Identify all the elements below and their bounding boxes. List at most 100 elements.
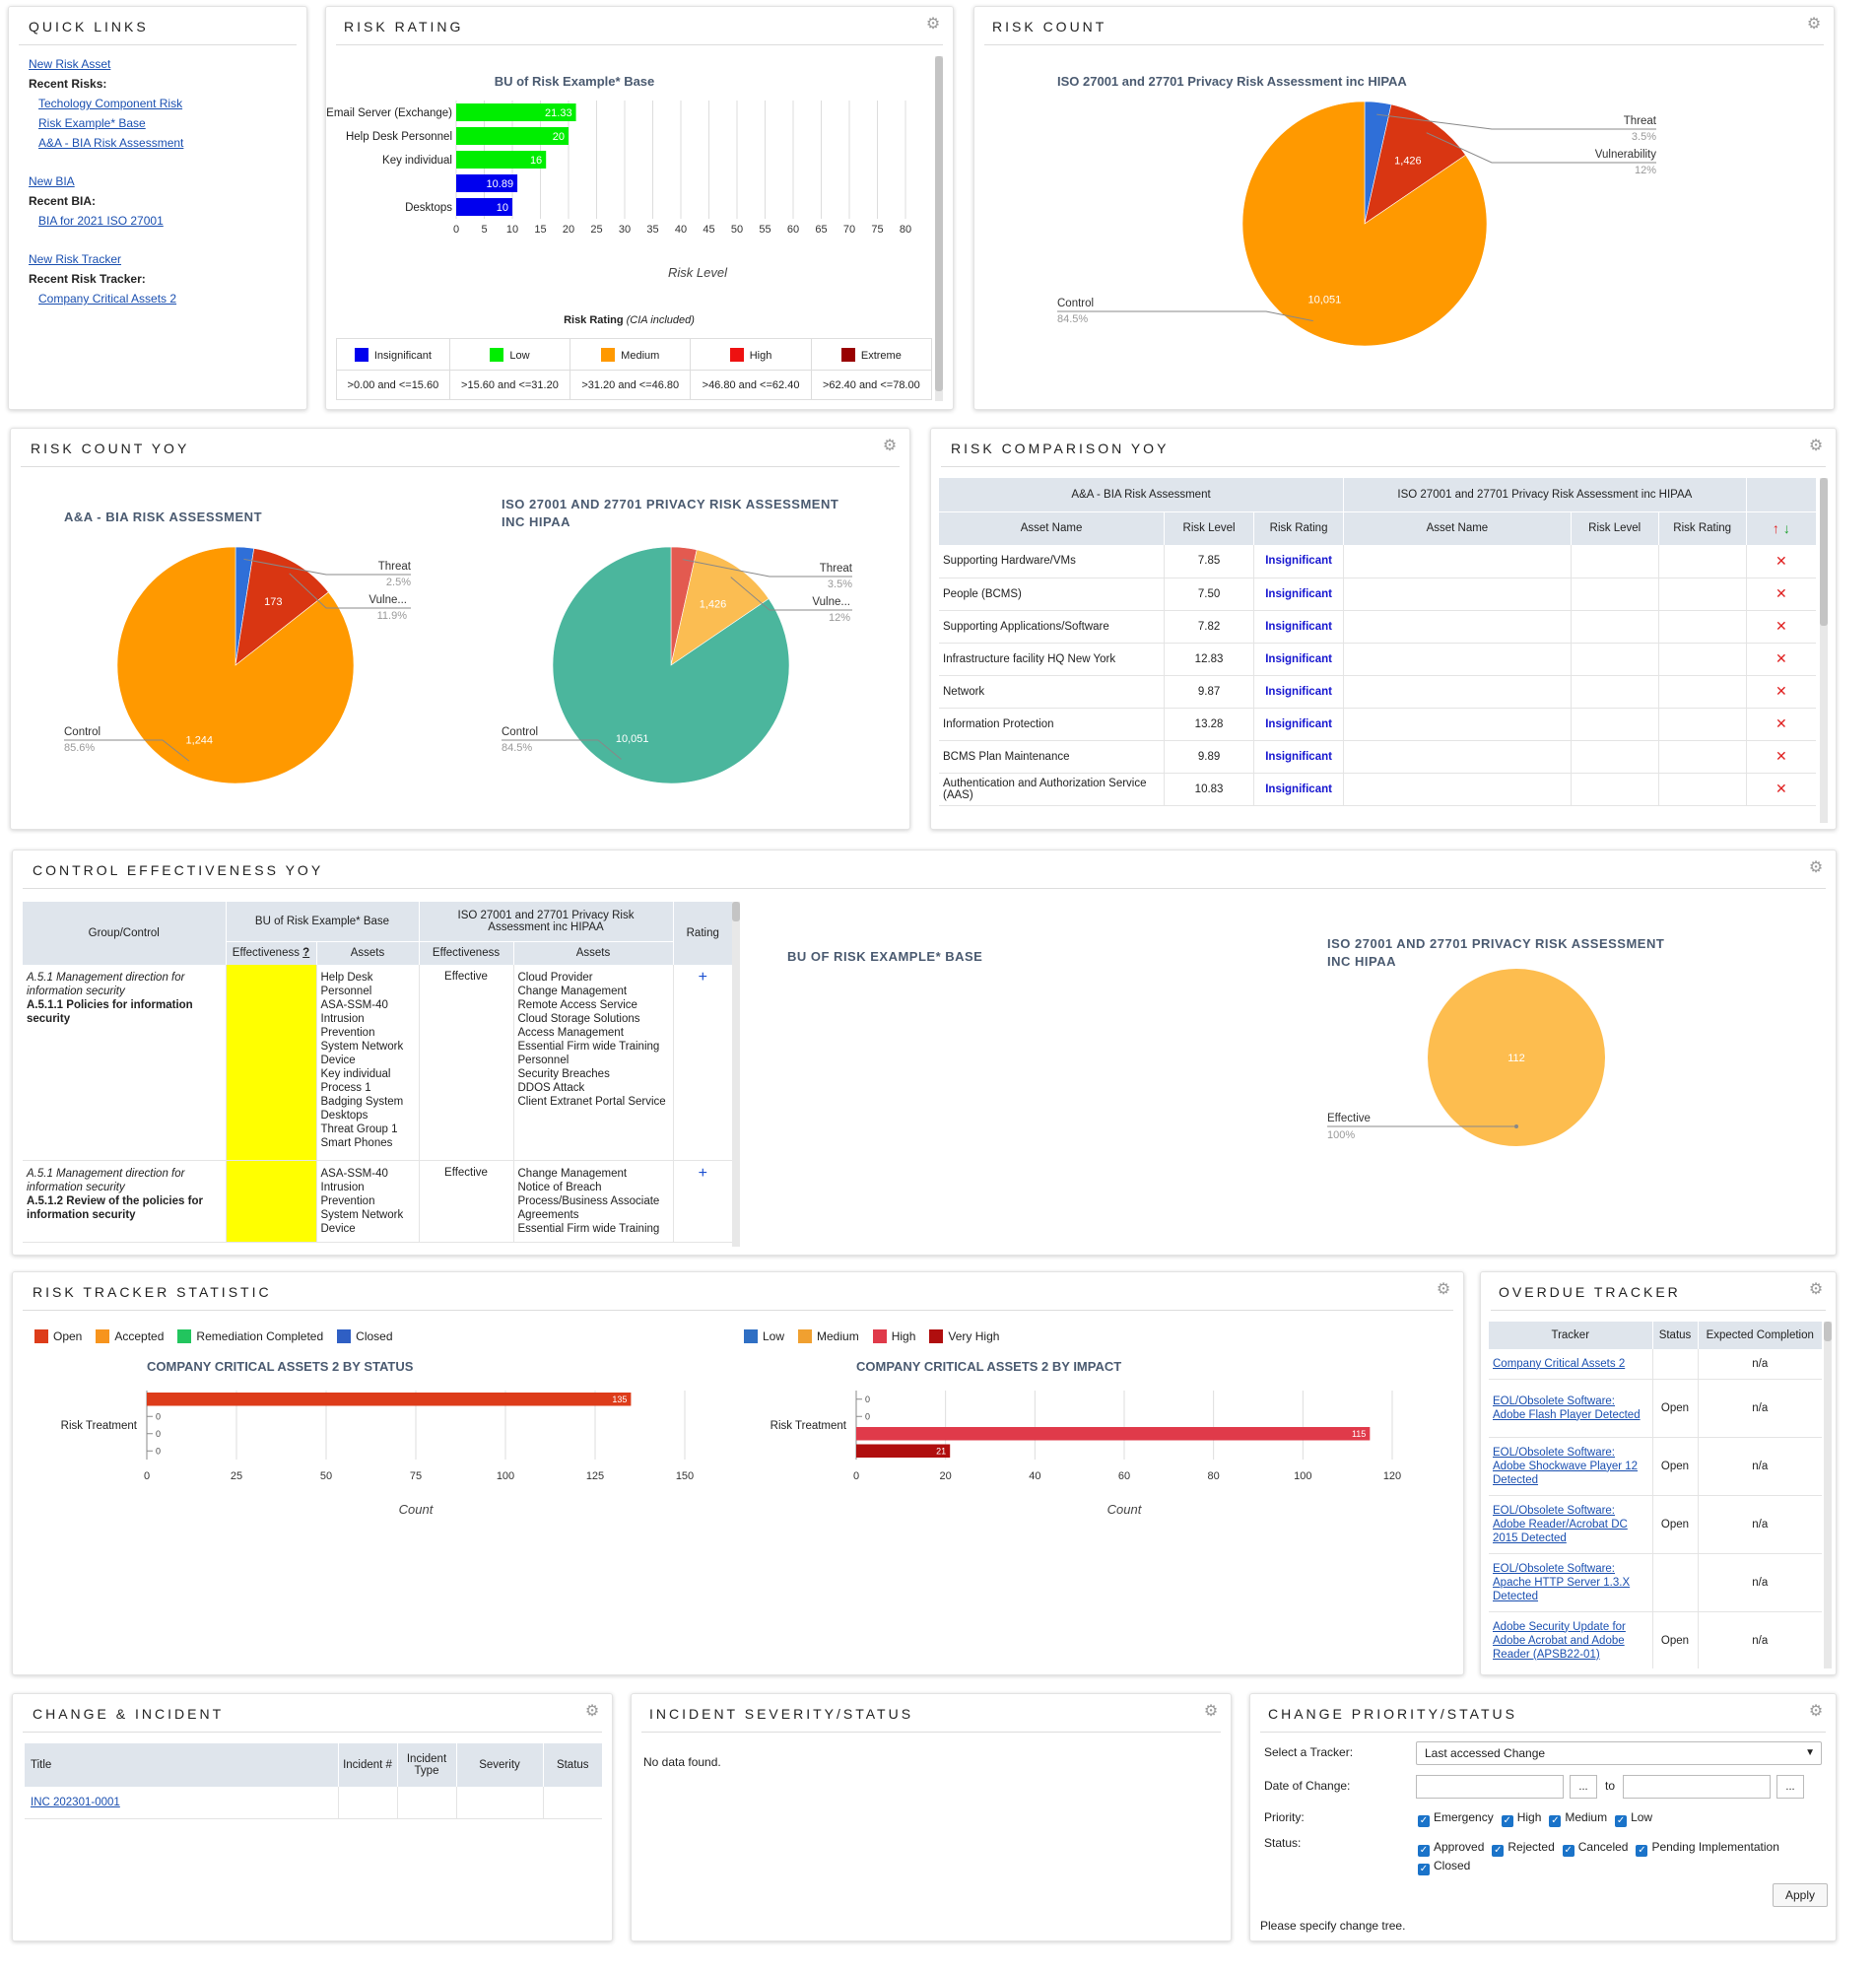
expand-icon[interactable]: + [698,1164,707,1182]
sort-control[interactable]: ↑ ↓ [1746,511,1816,545]
date-to-picker-button[interactable]: ... [1776,1775,1804,1799]
bar[interactable] [856,1444,951,1459]
tracker-link[interactable]: Adobe Security Update for Adobe Acrobat … [1493,1620,1626,1661]
tracker-link[interactable]: EOL/Obsolete Software: Adobe Reader/Acro… [1493,1504,1628,1544]
date-from-input[interactable] [1416,1775,1564,1799]
recent-risk-link[interactable]: Risk Example* Base [38,116,146,130]
checkbox-option[interactable]: ✓ Approved [1418,1838,1484,1857]
pie-slice[interactable] [234,548,329,666]
checkbox-checked[interactable]: ✓ [1418,1845,1430,1857]
gear-icon[interactable]: ⚙ [1203,1703,1219,1720]
category-label: Desktops [405,202,452,214]
pie-slice[interactable] [116,546,355,784]
checkbox-checked[interactable]: ✓ [1492,1845,1505,1857]
tracker-link[interactable]: EOL/Obsolete Software: Apache HTTP Serve… [1493,1562,1631,1602]
checkbox-checked[interactable]: ✓ [1636,1845,1648,1857]
gear-icon[interactable]: ⚙ [1808,859,1824,876]
gear-icon[interactable]: ⚙ [1808,1281,1824,1298]
legend-item[interactable]: High [872,1329,915,1343]
date-from-picker-button[interactable]: ... [1570,1775,1597,1799]
sort-up-icon[interactable]: ↑ [1772,520,1779,537]
new-risk-asset-link[interactable]: New Risk Asset [29,57,111,71]
tracker-select[interactable]: Last accessed Change ▼ [1416,1741,1822,1765]
checkbox-checked[interactable]: ✓ [1418,1815,1430,1827]
bar[interactable] [456,103,576,121]
remove-icon[interactable]: ✕ [1775,585,1787,601]
remove-icon[interactable]: ✕ [1775,781,1787,796]
table-row: Authentication and Authorization Service… [939,773,1816,805]
scrollbar-track[interactable] [1824,1322,1832,1668]
sort-down-icon[interactable]: ↓ [1782,520,1790,537]
pie-slice[interactable] [1241,101,1488,347]
pie-slice[interactable] [670,549,770,666]
bar[interactable] [456,151,547,169]
remove-icon[interactable]: ✕ [1775,618,1787,634]
bar[interactable] [856,1427,1371,1441]
gear-icon[interactable]: ⚙ [1436,1281,1451,1298]
legend-item[interactable]: Accepted [96,1329,164,1343]
bar[interactable] [456,174,518,192]
scrollbar-track[interactable] [1820,478,1828,823]
bar[interactable] [147,1393,632,1406]
pie-slice[interactable] [552,546,790,784]
legend-item[interactable]: Remediation Completed [177,1329,323,1343]
new-bia-link[interactable]: New BIA [29,174,75,188]
recent-risk-link[interactable]: A&A - BIA Risk Assessment [38,136,184,150]
checkbox-option[interactable]: ✓ Emergency [1418,1810,1494,1827]
scrollbar-thumb[interactable] [935,56,943,391]
legend-item[interactable]: Low [744,1329,784,1343]
expand-icon[interactable]: + [698,969,707,986]
scrollbar-thumb[interactable] [732,902,740,921]
gear-icon[interactable]: ⚙ [1808,438,1824,454]
bar[interactable] [456,198,512,216]
effectiveness-help-icon[interactable]: ? [302,947,310,960]
new-risk-tracker-link[interactable]: New Risk Tracker [29,252,122,266]
panel-title: QUICK LINKS [29,19,149,34]
pie-slice[interactable] [1428,969,1605,1146]
remove-icon[interactable]: ✕ [1775,683,1787,699]
checkbox-option[interactable]: ✓ Rejected [1492,1838,1555,1857]
checkbox-checked[interactable]: ✓ [1562,1845,1574,1857]
checkbox-option[interactable]: ✓ Canceled [1562,1838,1628,1857]
checkbox-checked[interactable]: ✓ [1549,1815,1562,1827]
tracker-link[interactable]: EOL/Obsolete Software: Adobe Flash Playe… [1493,1395,1641,1421]
tick-label: 20 [563,224,574,236]
checkbox-checked[interactable]: ✓ [1615,1815,1628,1827]
checkbox-option[interactable]: ✓ High [1501,1810,1542,1827]
remove-icon[interactable]: ✕ [1775,748,1787,764]
remove-icon[interactable]: ✕ [1775,552,1787,569]
incident-link[interactable]: INC 202301-0001 [31,1796,120,1808]
recent-bia-link[interactable]: BIA for 2021 ISO 27001 [38,214,164,228]
risk-rating-cell: Insignificant [1253,610,1345,643]
gear-icon[interactable]: ⚙ [1806,16,1822,33]
scrollbar-track[interactable] [732,902,740,1247]
legend-item[interactable]: Very High [929,1329,999,1343]
tracker-link[interactable]: Company Critical Assets 2 [1493,1357,1626,1370]
date-to-input[interactable] [1623,1775,1771,1799]
checkbox-checked[interactable]: ✓ [1501,1815,1513,1827]
gear-icon[interactable]: ⚙ [1808,1703,1824,1720]
remove-icon[interactable]: ✕ [1775,650,1787,666]
legend-item[interactable]: Closed [337,1329,393,1343]
checkbox-option[interactable]: ✓ Low [1615,1810,1652,1827]
checkbox-option[interactable]: ✓ Closed [1418,1857,1470,1875]
checkbox-label: High [1516,1810,1542,1824]
gear-icon[interactable]: ⚙ [882,438,898,454]
checkbox-checked[interactable]: ✓ [1418,1864,1430,1875]
pie-slice[interactable] [1364,103,1466,225]
gear-icon[interactable]: ⚙ [925,16,941,33]
tracker-link[interactable]: EOL/Obsolete Software: Adobe Shockwave P… [1493,1446,1639,1486]
legend-label: Open [53,1329,83,1343]
legend-item[interactable]: Medium [798,1329,859,1343]
checkbox-option[interactable]: ✓ Medium [1549,1810,1607,1827]
remove-icon[interactable]: ✕ [1775,715,1787,731]
legend-item[interactable]: Open [34,1329,82,1343]
scrollbar-thumb[interactable] [1820,478,1828,626]
bar[interactable] [456,127,569,145]
checkbox-option[interactable]: ✓ Pending Implementation [1636,1838,1779,1857]
scrollbar-thumb[interactable] [1824,1322,1832,1341]
recent-risk-link[interactable]: Techology Component Risk [38,97,183,110]
recent-tracker-link[interactable]: Company Critical Assets 2 [38,292,177,306]
apply-button[interactable]: Apply [1773,1883,1828,1907]
gear-icon[interactable]: ⚙ [584,1703,600,1720]
